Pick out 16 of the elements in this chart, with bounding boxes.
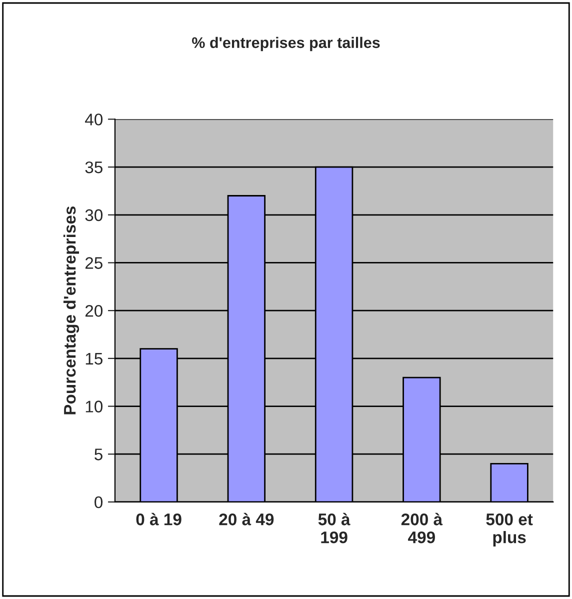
x-tick-label: 20 à 49	[219, 512, 274, 526]
y-tick-label: 40	[85, 114, 103, 126]
y-tick-label: 35	[85, 161, 102, 174]
y-tick-label: 20	[85, 304, 103, 317]
x-tick-label: 50 à 199	[318, 512, 350, 544]
x-tick-label: 500 et plus	[486, 514, 533, 547]
y-tick-label: 15	[86, 353, 102, 365]
y-tick-label: 10	[86, 400, 103, 412]
chart-title: % d'entreprises par tailles	[192, 36, 380, 52]
y-tick-label: 30	[85, 209, 103, 222]
x-tick-label: 0 à 19	[136, 512, 182, 526]
x-tick-label: 200 à 499	[401, 512, 443, 544]
y-axis-title: Pourcentage d'entreprises	[63, 206, 80, 414]
y-tick-label: 25	[85, 257, 102, 269]
y-tick-label: 5	[94, 448, 102, 460]
y-tick-label: 0	[94, 496, 103, 508]
